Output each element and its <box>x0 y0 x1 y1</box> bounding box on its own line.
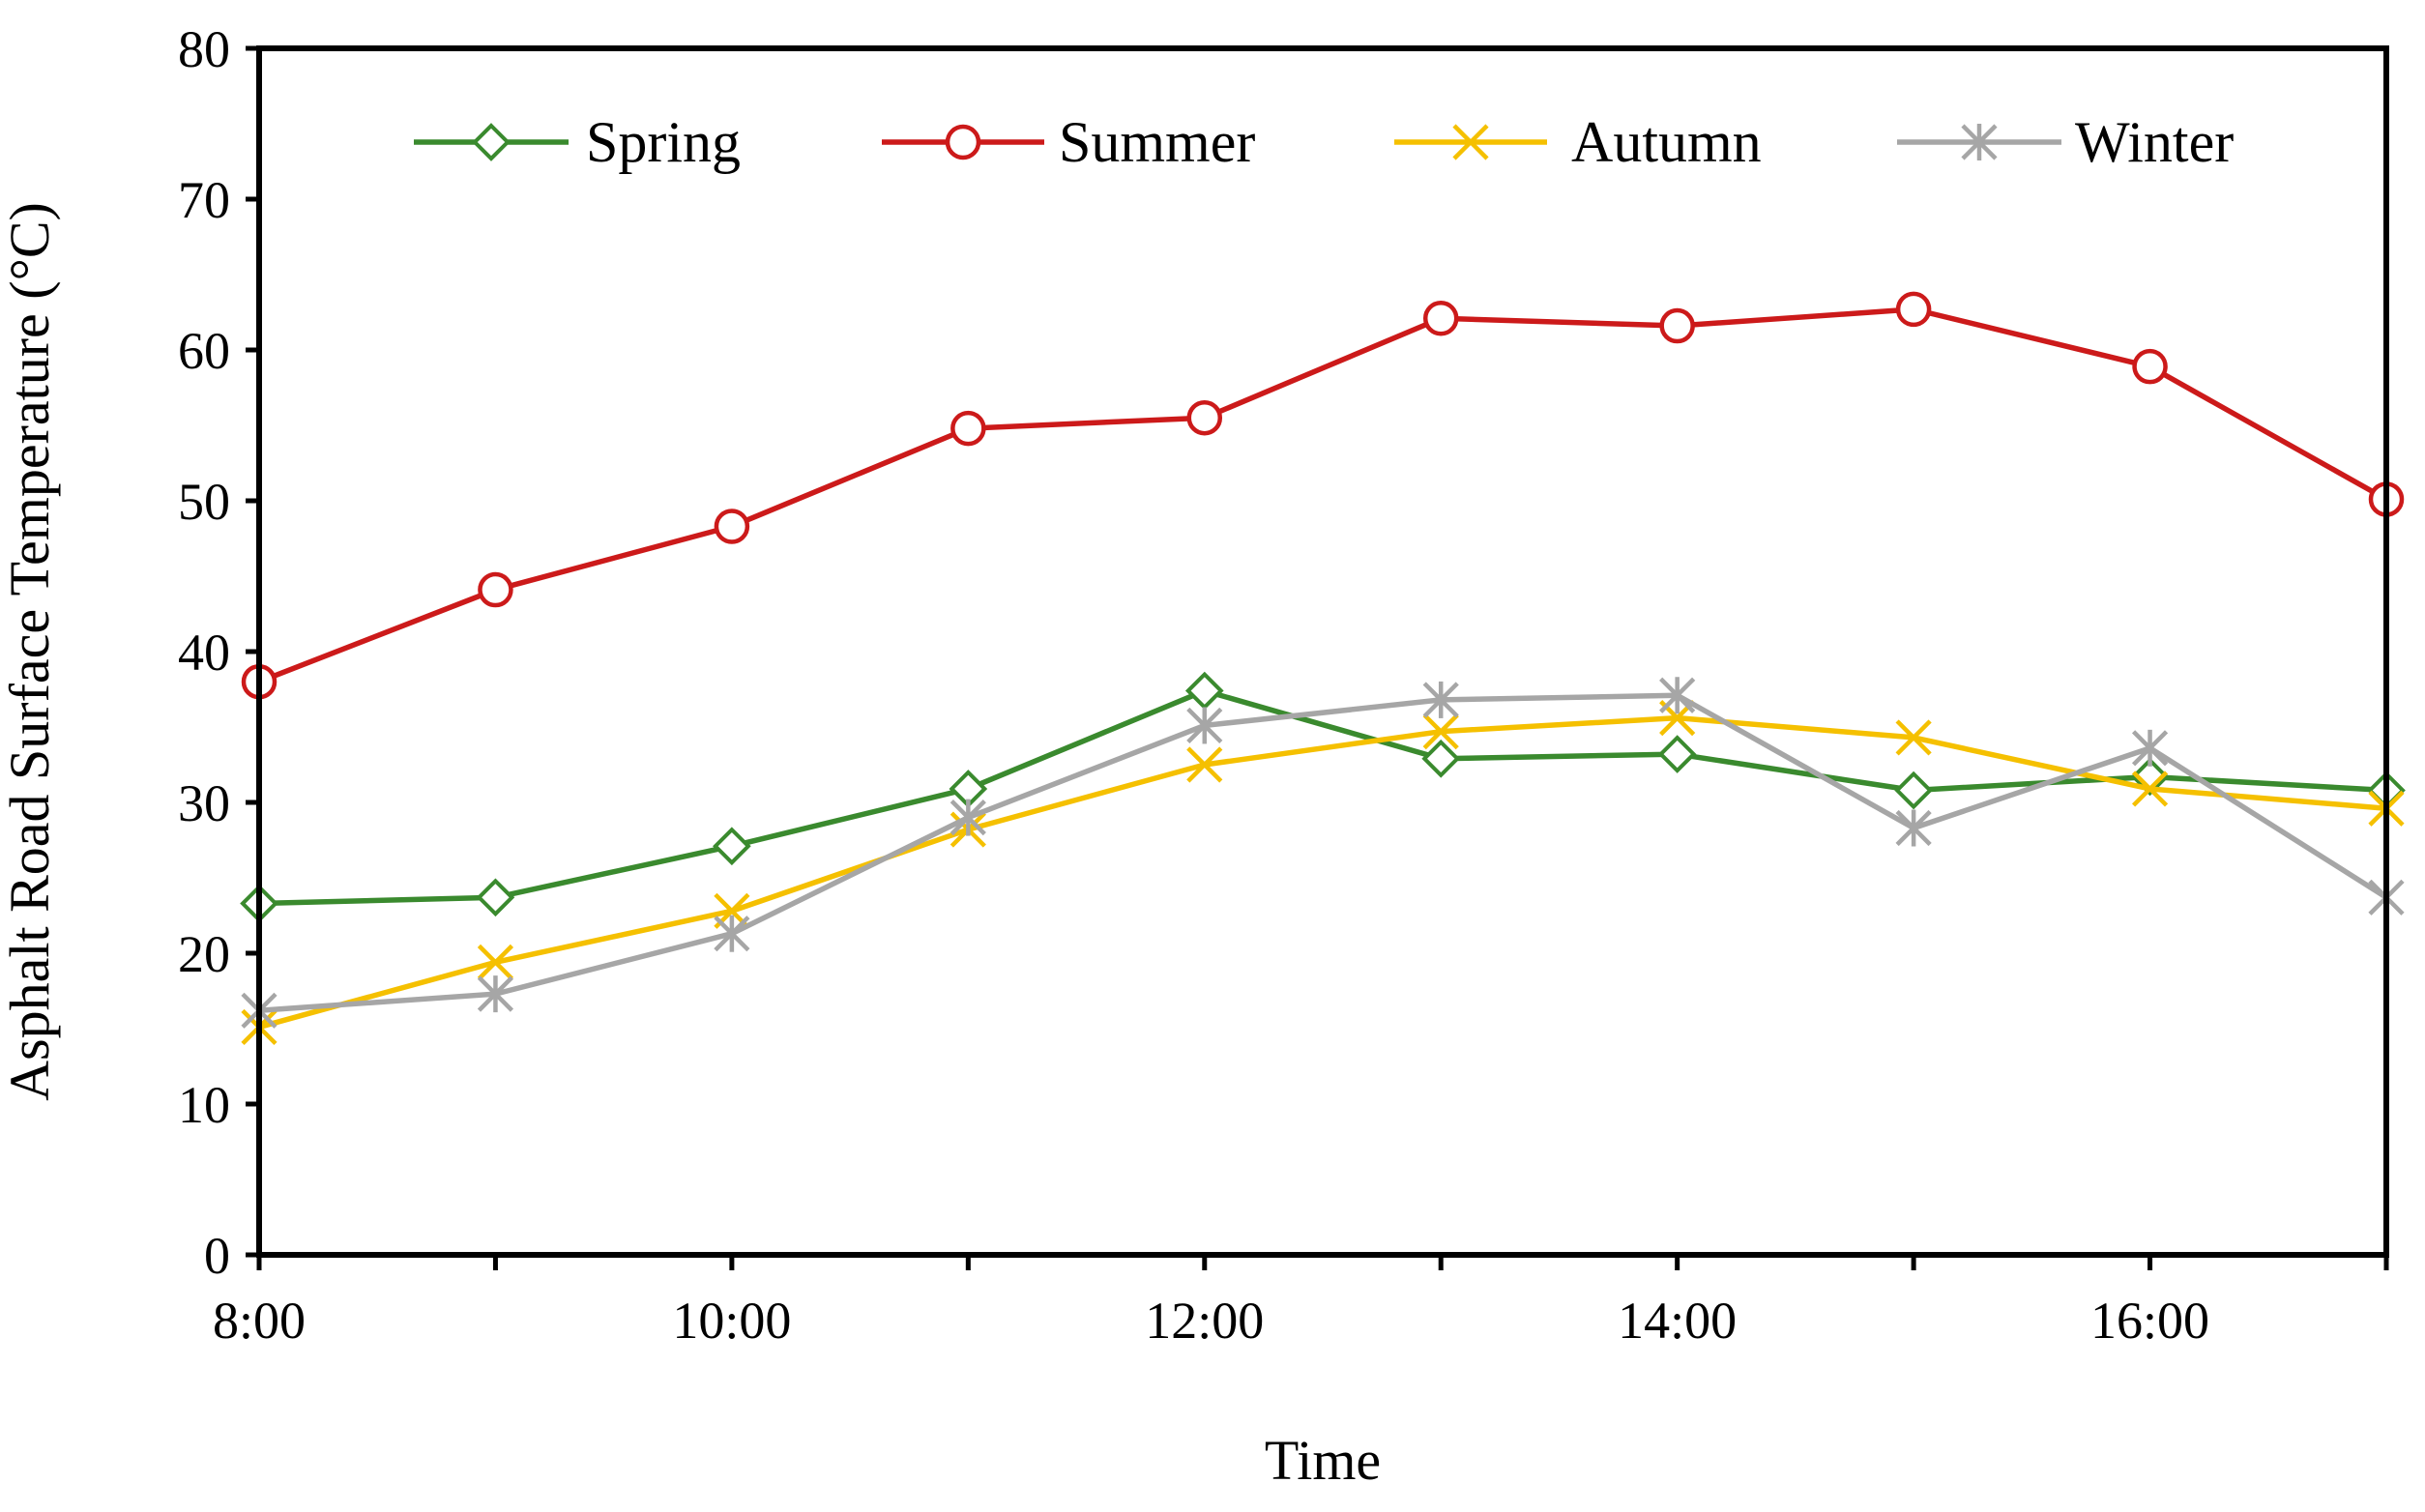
data-point-autumn-stroke <box>477 944 514 980</box>
data-point-autumn <box>1186 746 1223 783</box>
data-point-winter <box>1186 707 1223 744</box>
data-point-summer <box>714 509 750 544</box>
x-tick-label: 10:00 <box>672 1292 791 1350</box>
data-point-winter <box>1895 809 1932 847</box>
data-point-autumn-stroke <box>1895 719 1932 756</box>
data-point-spring <box>1657 735 1697 773</box>
legend-marker-autumn <box>1452 124 1489 160</box>
legend-marker-spring <box>472 123 511 161</box>
data-point-autumn-stroke <box>1186 746 1223 783</box>
legend: Spring Summer Autumn Winter <box>414 110 2234 174</box>
data-point-winter <box>1659 677 1696 714</box>
y-tick-label: 50 <box>178 473 230 531</box>
data-point-summer <box>2132 348 2168 385</box>
legend-item-winter: Winter <box>1897 110 2234 174</box>
series-summer <box>241 291 2405 700</box>
y-tick-label: 10 <box>178 1076 230 1134</box>
data-point-summer <box>1186 399 1223 436</box>
legend-label-summer: Summer <box>1059 110 1255 174</box>
y-axis-title: Asphalt Road Surface Temperature (°C) <box>0 202 61 1101</box>
legend-item-autumn: Autumn <box>1394 110 1762 174</box>
y-tick-label: 20 <box>178 925 230 983</box>
data-point-autumn-stroke <box>1422 713 1459 750</box>
x-tick-label: 8:00 <box>213 1292 306 1350</box>
series-spring <box>240 671 2406 923</box>
data-point-summer <box>1659 307 1695 344</box>
series-line-spring <box>256 687 2389 907</box>
x-axis-title: Time <box>1265 1429 1381 1492</box>
y-tick-label: 0 <box>204 1227 230 1285</box>
legend-item-spring: Spring <box>414 110 741 174</box>
series-line-summer <box>256 306 2389 684</box>
data-point-winter <box>1422 681 1459 718</box>
legend-marker-winter <box>1961 124 1998 160</box>
data-point-winter <box>950 799 986 836</box>
series-line-winter <box>256 692 2389 1014</box>
data-point-winter <box>477 975 514 1013</box>
data-point-spring <box>713 827 751 866</box>
data-point-summer <box>478 571 513 608</box>
data-point-spring <box>1421 739 1461 778</box>
legend-item-summer: Summer <box>882 110 1255 174</box>
data-point-spring <box>476 878 515 917</box>
legend-label-winter: Winter <box>2075 110 2234 174</box>
y-tick-label: 60 <box>178 322 230 380</box>
data-point-spring <box>1894 771 1933 810</box>
legend-label-autumn: Autumn <box>1571 110 1762 174</box>
data-point-autumn <box>1422 713 1459 750</box>
x-tick-label: 14:00 <box>1618 1292 1737 1350</box>
legend-label-spring: Spring <box>586 110 741 174</box>
data-point-summer <box>1895 291 1932 328</box>
y-tick-label: 80 <box>178 20 230 78</box>
axis-layer: 0 10 20 30 40 50 60 70 80 8:00 10:00 12:00 14:00 16:0… <box>178 20 2389 1350</box>
x-tick-label: 16:00 <box>2090 1292 2209 1350</box>
legend-marker-summer <box>945 124 981 160</box>
data-point-summer <box>1422 300 1459 336</box>
legend-marker-autumn-stroke <box>1452 124 1489 160</box>
data-point-winter <box>714 915 750 952</box>
data-point-winter <box>2131 729 2169 767</box>
data-point-autumn-stroke <box>2131 771 2169 807</box>
y-tick-label: 30 <box>178 774 230 832</box>
data-point-autumn <box>2131 771 2169 807</box>
y-tick-label: 40 <box>178 624 230 682</box>
x-tick-label: 12:00 <box>1145 1292 1264 1350</box>
data-point-summer <box>950 410 986 447</box>
data-point-autumn <box>477 944 514 980</box>
y-tick-label: 70 <box>178 171 230 229</box>
series-line-autumn <box>256 714 2389 1031</box>
data-point-autumn <box>1895 719 1932 756</box>
series-layer <box>240 291 2406 1046</box>
